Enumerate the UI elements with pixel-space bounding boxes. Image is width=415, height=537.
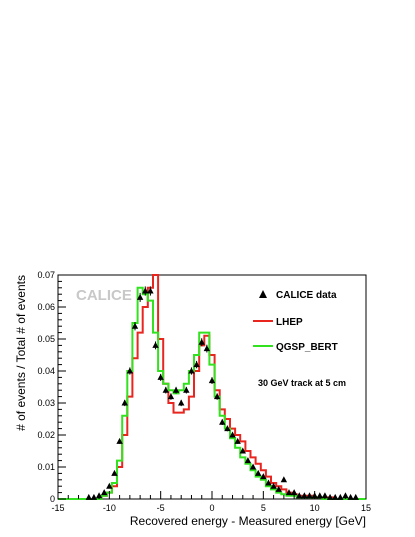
data-point	[296, 492, 303, 499]
data-point	[203, 344, 211, 353]
data-point	[229, 431, 236, 438]
x-tick-label: 10	[310, 503, 320, 513]
data-point	[265, 479, 272, 486]
data-point	[111, 469, 118, 476]
data-point	[290, 489, 298, 496]
y-tick-label: 0.06	[37, 302, 55, 312]
data-point	[90, 493, 98, 500]
legend-label-calice-data: CALICE data	[276, 290, 337, 301]
data-point	[239, 447, 246, 454]
x-tick-label: 15	[361, 503, 371, 513]
data-point	[234, 437, 241, 444]
data-point	[224, 425, 231, 432]
y-tick-label: 0	[50, 494, 55, 504]
data-point	[208, 377, 216, 385]
x-axis-title: Recovered energy - Measured energy [GeV]	[130, 514, 366, 528]
x-tick-label: 0	[209, 503, 214, 513]
data-point	[249, 463, 257, 470]
data-point	[131, 322, 139, 331]
x-tick-label: 5	[261, 503, 266, 513]
x-tick-label: -5	[157, 503, 165, 513]
data-point	[136, 292, 144, 302]
data-point	[285, 489, 293, 496]
data-point	[255, 469, 262, 476]
data-point	[172, 386, 180, 394]
data-point	[270, 482, 277, 489]
data-point	[280, 476, 288, 483]
data-point	[337, 493, 344, 500]
y-tick-label: 0.05	[37, 334, 55, 344]
y-tick-label: 0.04	[37, 366, 55, 376]
data-point	[347, 493, 354, 500]
y-axis-title: # of events / Total # of events	[14, 275, 28, 431]
data-point	[152, 341, 159, 350]
data-point	[183, 386, 190, 394]
y-tick-label: 0.02	[37, 430, 55, 440]
x-tick-label: -15	[51, 503, 64, 513]
annotation-track: 30 GeV track at 5 cm	[258, 378, 346, 388]
data-point	[260, 473, 267, 480]
y-tick-label: 0.01	[37, 462, 55, 472]
data-point	[126, 367, 134, 375]
series-line-qgsp-bert	[58, 286, 366, 500]
data-point	[162, 386, 169, 394]
calice-watermark: CALICE	[76, 287, 132, 304]
data-point	[106, 482, 113, 489]
data-point	[157, 373, 164, 381]
data-point	[147, 286, 154, 296]
data-point	[198, 338, 205, 347]
legend-label-lhep: LHEP	[276, 317, 303, 328]
y-tick-label: 0.07	[37, 270, 55, 280]
legend-label-qgsp-bert: QGSP_BERT	[276, 342, 338, 353]
data-point	[188, 367, 195, 375]
data-point	[306, 492, 313, 499]
data-point	[316, 492, 323, 499]
data-point	[219, 418, 226, 425]
y-tick-label: 0.03	[37, 398, 55, 408]
data-point	[275, 485, 282, 492]
x-axis: -15 -10 -5 0 5 10 15	[51, 491, 371, 513]
data-point	[178, 399, 185, 407]
legend-marker-calice-data	[259, 290, 267, 298]
data-point	[101, 489, 108, 496]
data-point	[142, 286, 149, 296]
data-point	[193, 360, 200, 369]
data-point	[326, 493, 334, 500]
data-point	[244, 457, 252, 464]
x-tick-label: -10	[103, 503, 116, 513]
y-axis: 0 0.01 0.02 0.03 0.04 0.05 0.06 0.07	[37, 270, 66, 504]
data-point	[121, 399, 128, 407]
data-point	[213, 393, 221, 400]
data-point	[167, 393, 175, 400]
legend: CALICE data LHEP QGSP_BERT	[253, 290, 338, 353]
data-point	[116, 437, 123, 444]
